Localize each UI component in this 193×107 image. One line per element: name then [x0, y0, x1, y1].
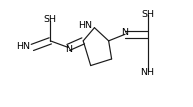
Text: NH: NH	[141, 68, 155, 77]
Text: SH: SH	[141, 10, 154, 19]
Text: N: N	[121, 28, 128, 37]
Text: N: N	[65, 45, 72, 54]
Text: HN: HN	[78, 21, 92, 30]
Text: SH: SH	[44, 15, 57, 24]
Text: HN: HN	[16, 42, 30, 51]
